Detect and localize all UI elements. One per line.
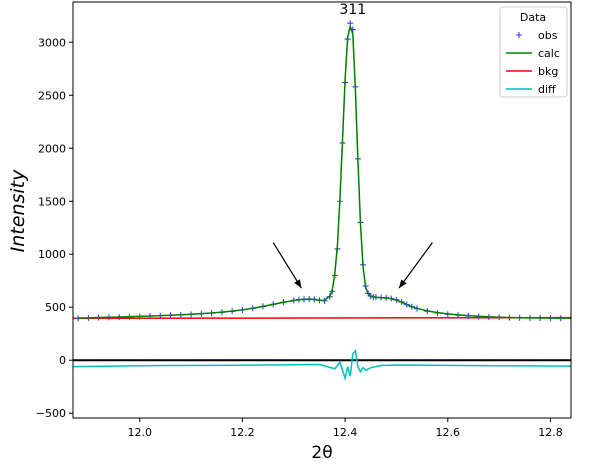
x-tick-label: 12.0 xyxy=(127,426,152,439)
arrow-head xyxy=(399,279,407,289)
y-tick-label: 1500 xyxy=(38,195,66,208)
legend-label: bkg xyxy=(538,65,558,78)
x-axis: 12.0 12.2 12.4 12.6 12.8 xyxy=(127,418,563,439)
legend: Data obs calc bkg diff xyxy=(499,6,568,98)
legend-item-bkg: bkg xyxy=(506,65,558,78)
annotations: 311 xyxy=(272,2,433,289)
peak-label: 311 xyxy=(339,2,366,18)
y-tick-label: 2000 xyxy=(38,142,66,155)
series-obs xyxy=(75,20,571,322)
arrow-shaft xyxy=(272,242,302,289)
y-axis-label: Intensity xyxy=(7,169,29,252)
series-calc-line xyxy=(78,23,571,319)
legend-item-diff: diff xyxy=(506,83,556,96)
legend-title: Data xyxy=(520,11,546,24)
y-axis: −500 0 500 1000 1500 2000 2500 3000 xyxy=(36,36,73,420)
legend-label: obs xyxy=(538,29,558,42)
legend-swatch xyxy=(516,32,522,38)
y-tick-label: 1000 xyxy=(38,248,66,261)
y-tick-label: 3000 xyxy=(38,36,66,49)
y-tick-label: 500 xyxy=(45,301,66,314)
x-tick-label: 12.6 xyxy=(436,426,461,439)
x-tick-label: 12.8 xyxy=(538,426,563,439)
legend-label: diff xyxy=(538,83,556,96)
series-bkg-line xyxy=(73,316,571,320)
arrow-head xyxy=(294,279,302,289)
y-tick-label: 0 xyxy=(59,354,66,367)
series-layer xyxy=(73,20,571,382)
y-tick-label: 2500 xyxy=(38,89,66,102)
x-axis-label: 2θ xyxy=(311,443,332,463)
legend-item-calc: calc xyxy=(506,47,560,60)
plot-frame xyxy=(72,1,572,419)
series-diff-line xyxy=(73,348,571,382)
legend-item-obs: obs xyxy=(516,29,558,42)
x-tick-label: 12.4 xyxy=(333,426,358,439)
legend-box xyxy=(499,6,568,98)
y-tick-label: −500 xyxy=(36,407,66,420)
legend-label: calc xyxy=(538,47,560,60)
x-tick-label: 12.2 xyxy=(230,426,255,439)
arrow-shaft xyxy=(398,242,433,289)
